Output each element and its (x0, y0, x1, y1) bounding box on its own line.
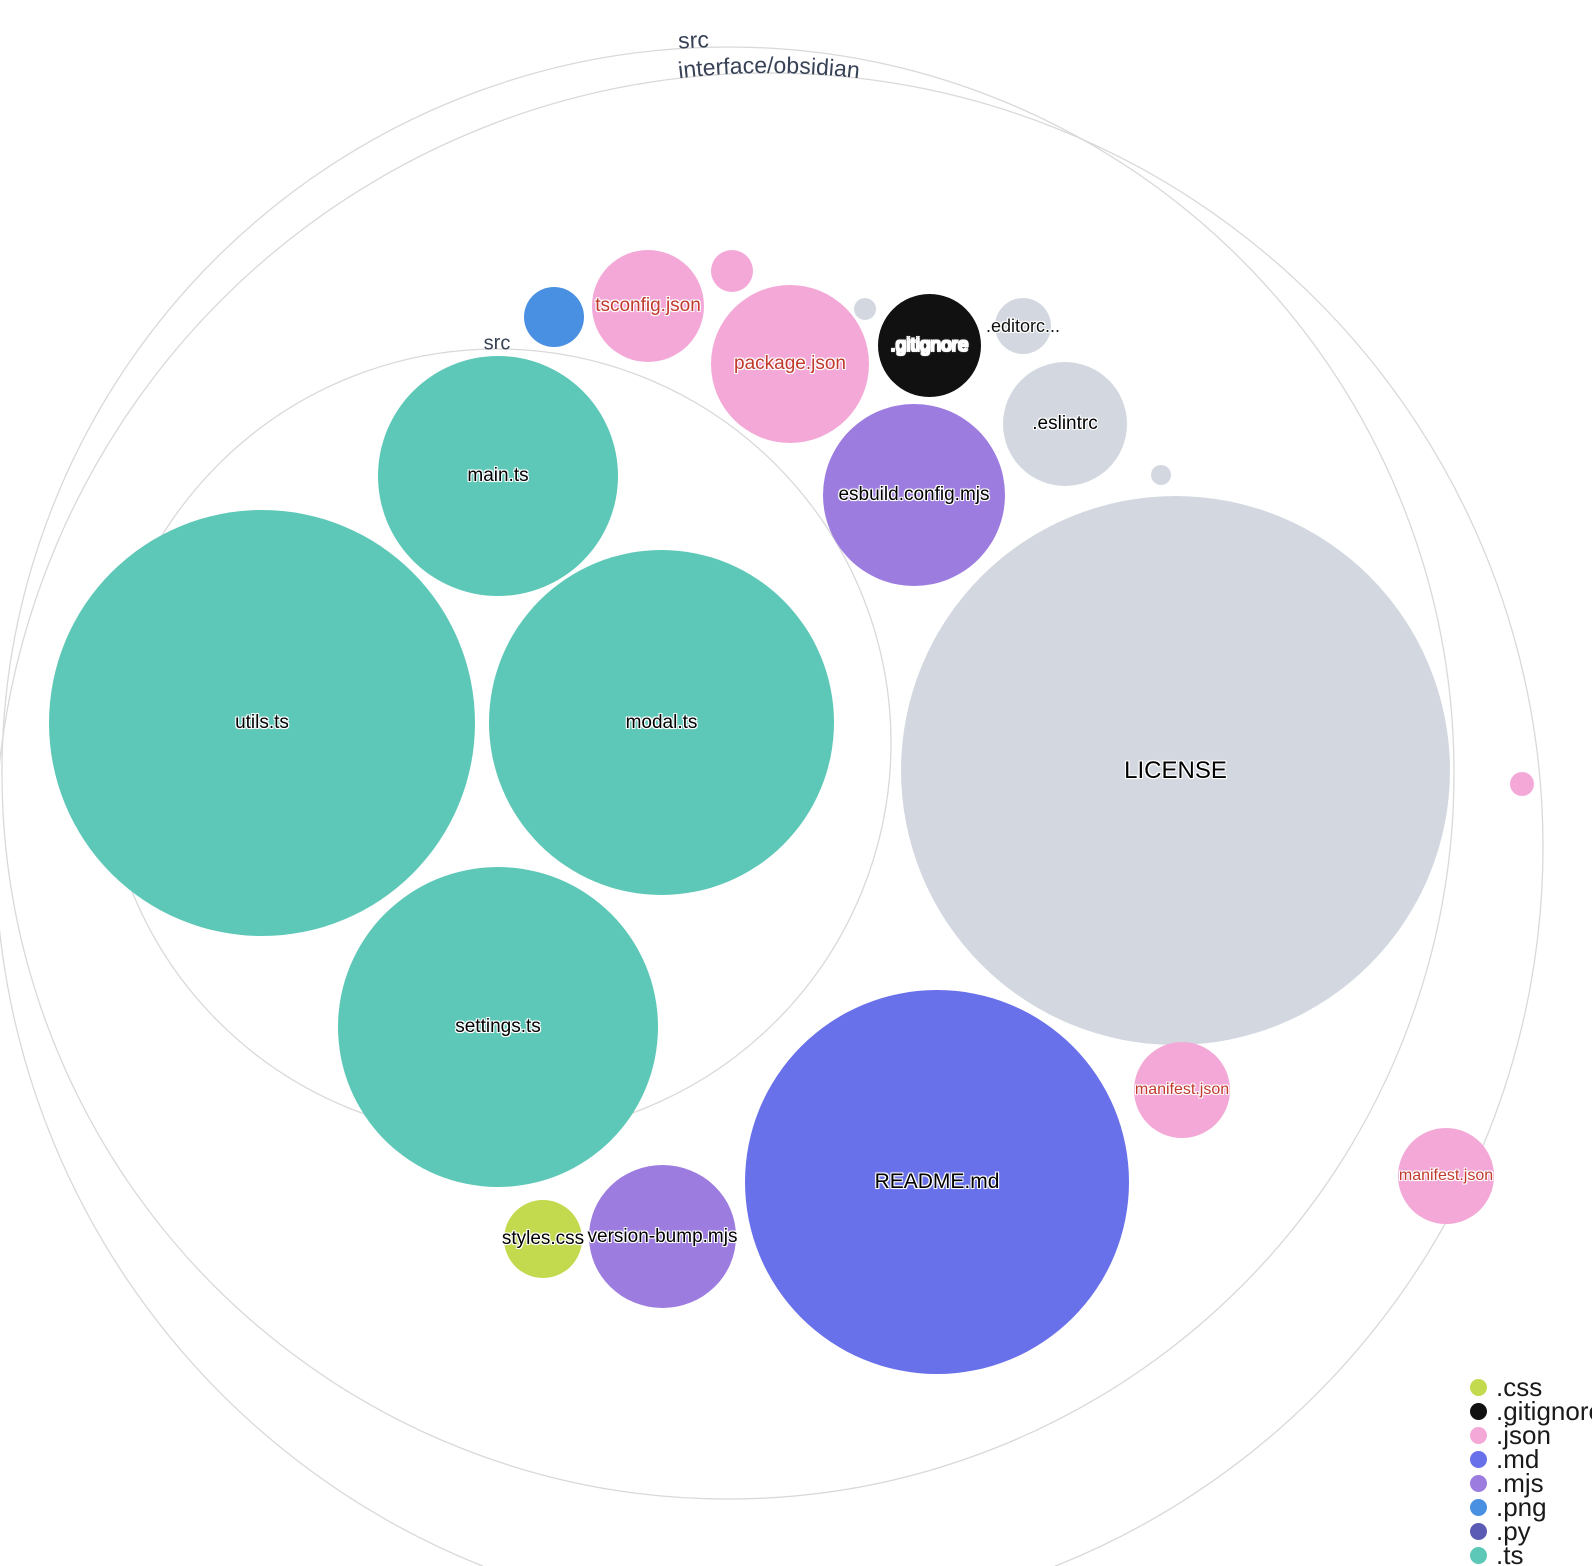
svg-text:interface/obsidian: interface/obsidian (677, 52, 861, 83)
svg-text:src: src (483, 332, 510, 354)
svg-text:src: src (677, 26, 709, 53)
